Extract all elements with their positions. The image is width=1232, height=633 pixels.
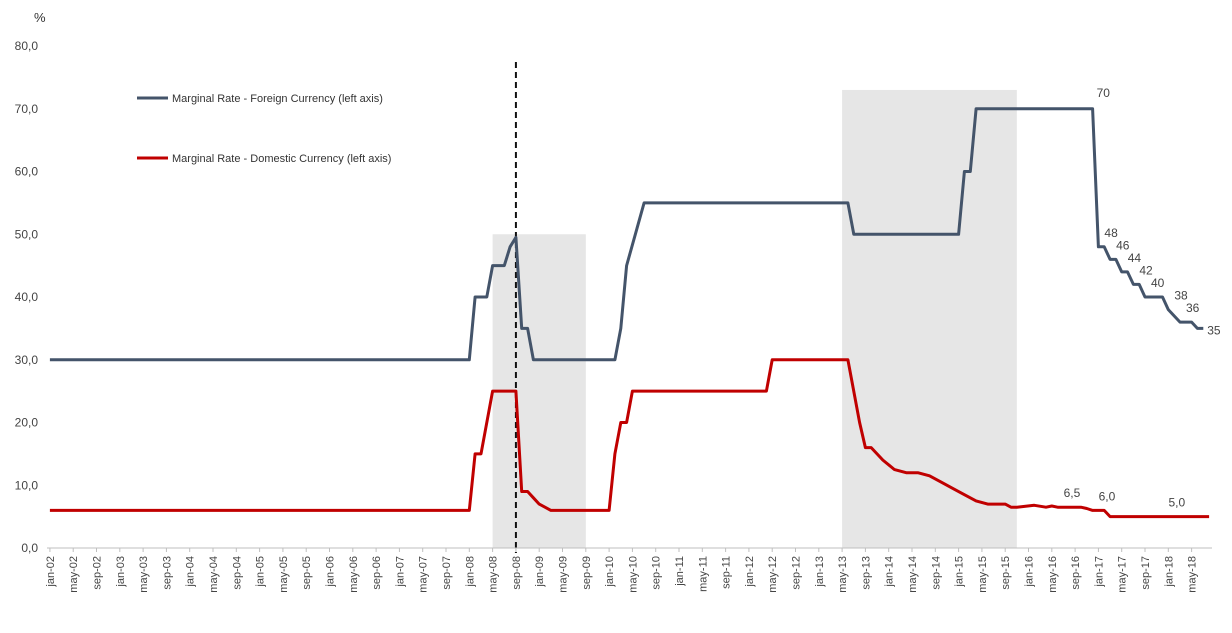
y-tick-label: 60,0 bbox=[15, 165, 39, 179]
x-tick-label: may-05 bbox=[278, 556, 290, 593]
x-tick-label: may-10 bbox=[627, 556, 639, 593]
y-tick-label: 20,0 bbox=[15, 416, 39, 430]
x-tick-label: may-03 bbox=[138, 556, 150, 593]
x-tick-label: sep-07 bbox=[441, 556, 453, 590]
x-tick-label: jan-04 bbox=[185, 556, 197, 588]
data-label: 6,0 bbox=[1099, 489, 1116, 503]
x-tick-label: sep-11 bbox=[721, 556, 733, 589]
x-tick-label: jan-11 bbox=[674, 556, 686, 587]
data-label: 38 bbox=[1174, 289, 1188, 303]
x-tick-label: sep-08 bbox=[511, 556, 523, 590]
x-tick-label: may-14 bbox=[907, 556, 919, 593]
y-tick-label: 10,0 bbox=[15, 478, 39, 492]
x-tick-label: jan-18 bbox=[1163, 556, 1175, 588]
data-label: 46 bbox=[1116, 238, 1130, 252]
series-lines bbox=[49, 107, 1210, 519]
x-tick-label: sep-17 bbox=[1140, 556, 1152, 590]
x-tick-label: may-17 bbox=[1117, 556, 1129, 593]
legend-label-foreign: Marginal Rate - Foreign Currency (left a… bbox=[172, 93, 383, 105]
x-tick-label: sep-15 bbox=[1000, 556, 1012, 590]
x-tick-label: jan-12 bbox=[744, 556, 756, 588]
x-tick-label: sep-12 bbox=[791, 556, 803, 590]
x-tick-label: may-16 bbox=[1047, 556, 1059, 593]
x-tick-label: sep-06 bbox=[371, 556, 383, 590]
data-label: 36 bbox=[1186, 301, 1200, 315]
series-line-foreign bbox=[49, 107, 1204, 362]
x-tick-label: jan-08 bbox=[464, 556, 476, 588]
x-tick-label: sep-02 bbox=[92, 556, 104, 590]
data-label: 6,5 bbox=[1064, 486, 1081, 500]
data-label: 5,0 bbox=[1168, 496, 1185, 510]
data-label: 48 bbox=[1104, 226, 1118, 240]
x-tick-label: jan-15 bbox=[954, 556, 966, 588]
x-tick-label: jan-07 bbox=[394, 556, 406, 588]
x-tick-label: sep-14 bbox=[930, 556, 942, 590]
shaded-period-2 bbox=[842, 89, 1017, 549]
x-tick-label: sep-05 bbox=[301, 556, 313, 590]
legend-label-domestic: Marginal Rate - Domestic Currency (left … bbox=[172, 153, 391, 165]
y-tick-label: 80,0 bbox=[15, 39, 39, 53]
x-tick-label: jan-17 bbox=[1093, 556, 1105, 588]
x-tick-label: sep-13 bbox=[860, 556, 872, 590]
axes: 0,0 10,0 20,0 30,0 40,0 50,0 60,0 70,0 80,0 jan-0… bbox=[15, 39, 1212, 593]
x-tick-label: sep-03 bbox=[161, 556, 173, 590]
x-tick-label: may-18 bbox=[1187, 556, 1199, 593]
x-tick-label: jan-16 bbox=[1024, 556, 1036, 588]
x-tick-label: may-02 bbox=[68, 556, 80, 593]
x-tick-label: jan-09 bbox=[534, 556, 546, 588]
x-tick-label: sep-09 bbox=[581, 556, 593, 590]
data-label: 44 bbox=[1128, 251, 1142, 265]
x-tick-label: may-11 bbox=[697, 556, 709, 592]
series-line-domestic bbox=[49, 358, 1210, 519]
x-tick-label: jan-10 bbox=[604, 556, 616, 588]
data-label: 35 bbox=[1207, 323, 1221, 337]
shaded-periods bbox=[492, 89, 1017, 549]
y-tick-label: 50,0 bbox=[15, 227, 39, 241]
y-tick-label: 40,0 bbox=[15, 290, 39, 304]
data-label: 42 bbox=[1139, 263, 1153, 277]
x-tick-label: may-15 bbox=[977, 556, 989, 593]
y-tick-label: 30,0 bbox=[15, 353, 39, 367]
x-tick-label: sep-16 bbox=[1070, 556, 1082, 590]
x-tick-label: may-06 bbox=[348, 556, 360, 593]
y-unit-label: % bbox=[34, 10, 46, 25]
x-tick-label: may-04 bbox=[208, 556, 220, 593]
x-tick-label: jan-13 bbox=[814, 556, 826, 588]
x-tick-label: sep-10 bbox=[651, 556, 663, 590]
x-tick-label: jan-05 bbox=[255, 556, 267, 588]
y-tick-label: 0,0 bbox=[21, 541, 38, 555]
x-tick-label: jan-02 bbox=[45, 556, 57, 588]
x-tick-label: may-08 bbox=[488, 556, 500, 593]
x-tick-label: may-07 bbox=[418, 556, 430, 593]
x-tick-label: may-09 bbox=[558, 556, 570, 593]
data-label: 70 bbox=[1097, 86, 1111, 100]
x-tick-label: jan-03 bbox=[115, 556, 127, 588]
y-tick-label: 70,0 bbox=[15, 102, 39, 116]
x-tick-label: jan-14 bbox=[884, 556, 896, 588]
x-tick-label: sep-04 bbox=[231, 556, 243, 590]
data-label: 40 bbox=[1151, 276, 1165, 290]
x-tick-label: may-13 bbox=[837, 556, 849, 593]
legend: Marginal Rate - Foreign Currency (left a… bbox=[137, 93, 391, 165]
x-tick-label: jan-06 bbox=[325, 556, 337, 588]
x-tick-label: may-12 bbox=[767, 556, 779, 593]
